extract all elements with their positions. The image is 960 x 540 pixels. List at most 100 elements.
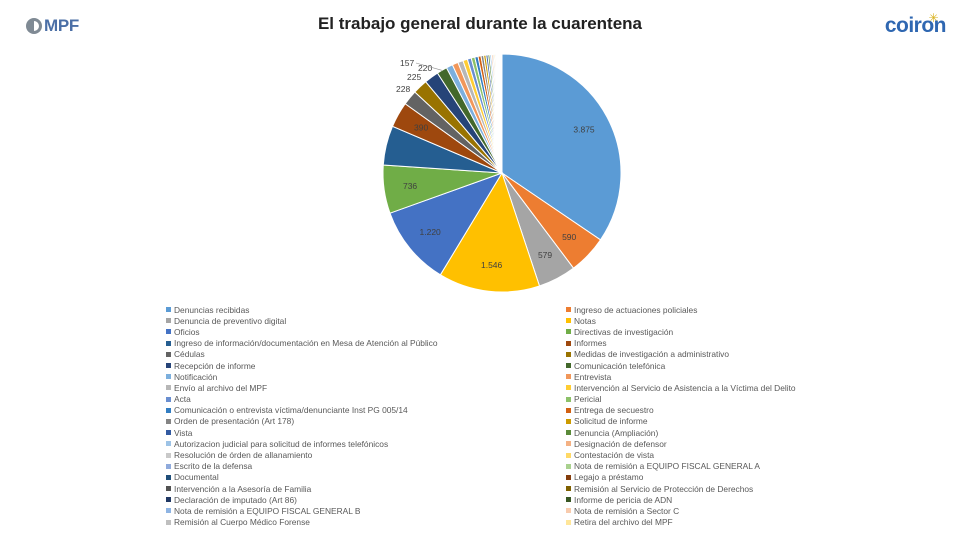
legend-label: Orden de presentación (Art 178): [174, 416, 295, 427]
legend-swatch: [166, 374, 171, 380]
legend-swatch: [166, 452, 171, 458]
legend-label: Resolución de órden de allanamiento: [174, 450, 313, 461]
legend-item: Ingreso de información/documentación en …: [166, 338, 566, 349]
legend-swatch: [166, 486, 171, 492]
legend-label: Intervención a la Asesoría de Familia: [174, 483, 312, 494]
legend-label: Informe de pericia de ADN: [574, 494, 673, 505]
legend-swatch: [566, 307, 571, 313]
legend-label: Oficios: [174, 326, 200, 337]
legend-swatch: [166, 407, 171, 413]
legend-label: Pericial: [574, 394, 602, 405]
legend-item: Notificación: [166, 371, 566, 382]
legend-item: Entrevista: [566, 371, 826, 382]
legend-label: Entrega de secuestro: [574, 405, 654, 416]
pie-slice: [389, 172, 504, 276]
legend-swatch: [566, 519, 571, 525]
legend-item: Nota de remisión a Sector C: [566, 505, 826, 516]
legend-swatch: [566, 474, 571, 480]
legend-item: Declaración de imputado (Art 86): [166, 494, 566, 505]
legend-swatch: [166, 497, 171, 503]
legend-label: Comunicación o entrevista víctima/denunc…: [174, 405, 408, 416]
legend-item: Designación de defensor: [566, 438, 826, 449]
legend-item: Orden de presentación (Art 178): [166, 416, 566, 427]
legend-item: Solicitud de informe: [566, 416, 826, 427]
pie-slice: [501, 53, 622, 241]
slice-data-label: 390: [414, 123, 428, 133]
slice-data-label: 225: [407, 72, 421, 82]
legend-swatch: [166, 318, 171, 324]
legend-swatch: [566, 363, 571, 369]
legend-swatch: [166, 307, 171, 313]
legend-swatch: [166, 385, 171, 391]
legend-item: Intervención al Servicio de Asistencia a…: [566, 382, 826, 393]
legend-item: Ingreso de actuaciones policiales: [566, 304, 826, 315]
legend-swatch: [166, 351, 171, 357]
legend-swatch: [166, 430, 171, 436]
mpf-logo-icon: [26, 18, 42, 34]
coiron-logo-text: coiron: [884, 14, 947, 37]
legend-item: Denuncia (Ampliación): [566, 427, 826, 438]
legend-label: Remisión al Cuerpo Médico Forense: [174, 517, 310, 528]
leader-line: [415, 62, 442, 71]
legend-label: Denuncia (Ampliación): [574, 427, 659, 438]
legend-swatch: [566, 508, 571, 514]
legend-item: Medidas de investigación a administrativ…: [566, 349, 826, 360]
legend-label: Medidas de investigación a administrativ…: [574, 349, 730, 360]
legend-swatch: [166, 340, 171, 346]
legend-label: Cédulas: [174, 349, 205, 360]
slice-data-label: 1.546: [481, 260, 503, 270]
legend-label: Recepción de informe: [174, 360, 256, 371]
legend-swatch: [566, 318, 571, 324]
legend-swatch: [566, 407, 571, 413]
legend-item: Nota de remisión a EQUIPO FISCAL GENERAL…: [166, 505, 566, 516]
legend-item: Intervención a la Asesoría de Familia: [166, 483, 566, 494]
legend-swatch: [566, 486, 571, 492]
legend-item: Notas: [566, 315, 826, 326]
legend-item: Oficios: [166, 326, 566, 337]
legend-label: Nota de remisión a EQUIPO FISCAL GENERAL…: [174, 505, 361, 516]
legend-label: Denuncia de preventivo digital: [174, 315, 287, 326]
legend-item: Contestación de vista: [566, 449, 826, 460]
legend-swatch: [566, 430, 571, 436]
legend-item: Pericial: [566, 394, 826, 405]
legend-swatch: [166, 418, 171, 424]
legend-item: Autorizacion judicial para solicitud de …: [166, 438, 566, 449]
legend-swatch: [566, 385, 571, 391]
legend-label: Notificación: [174, 371, 218, 382]
legend-swatch: [566, 340, 571, 346]
legend-item: Informe de pericia de ADN: [566, 494, 826, 505]
legend-swatch: [166, 519, 171, 525]
legend-item: Comunicación telefónica: [566, 360, 826, 371]
legend-label: Documental: [174, 472, 219, 483]
legend-item: Entrega de secuestro: [566, 405, 826, 416]
legend-label: Vista: [174, 427, 193, 438]
legend-item: Envío al archivo del MPF: [166, 382, 566, 393]
legend-item: Denuncia de preventivo digital: [166, 315, 566, 326]
slice-data-label: 1.220: [420, 227, 442, 237]
slice-data-label: 228: [396, 84, 410, 94]
legend-item: Escrito de la defensa: [166, 461, 566, 472]
pie-slice: [439, 171, 541, 293]
legend-label: Designación de defensor: [574, 438, 667, 449]
legend-swatch: [566, 497, 571, 503]
legend-label: Nota de remisión a EQUIPO FISCAL GENERAL…: [574, 461, 761, 472]
legend-swatch: [166, 474, 171, 480]
coiron-logo-icon: ✳: [928, 11, 938, 25]
legend-item: Remisión al Servicio de Protección de De…: [566, 483, 826, 494]
legend-item: Legajo a préstamo: [566, 472, 826, 483]
slice-data-label: 220: [418, 63, 432, 73]
legend-swatch: [166, 508, 171, 514]
legend-swatch: [566, 396, 571, 402]
slice-data-label: 157: [400, 58, 414, 68]
legend-label: Envío al archivo del MPF: [174, 382, 268, 393]
mpf-logo-text: MPF: [44, 16, 79, 35]
legend-label: Denuncias recibidas: [174, 304, 250, 315]
legend-swatch: [566, 441, 571, 447]
slice-data-label: 579: [538, 250, 552, 260]
legend-label: Autorizacion judicial para solicitud de …: [174, 438, 389, 449]
mpf-logo: MPF: [26, 16, 79, 36]
legend-label: Comunicación telefónica: [574, 360, 666, 371]
chart-legend: Denuncias recibidas Ingreso de actuacione…: [166, 304, 826, 528]
legend-swatch: [566, 418, 571, 424]
